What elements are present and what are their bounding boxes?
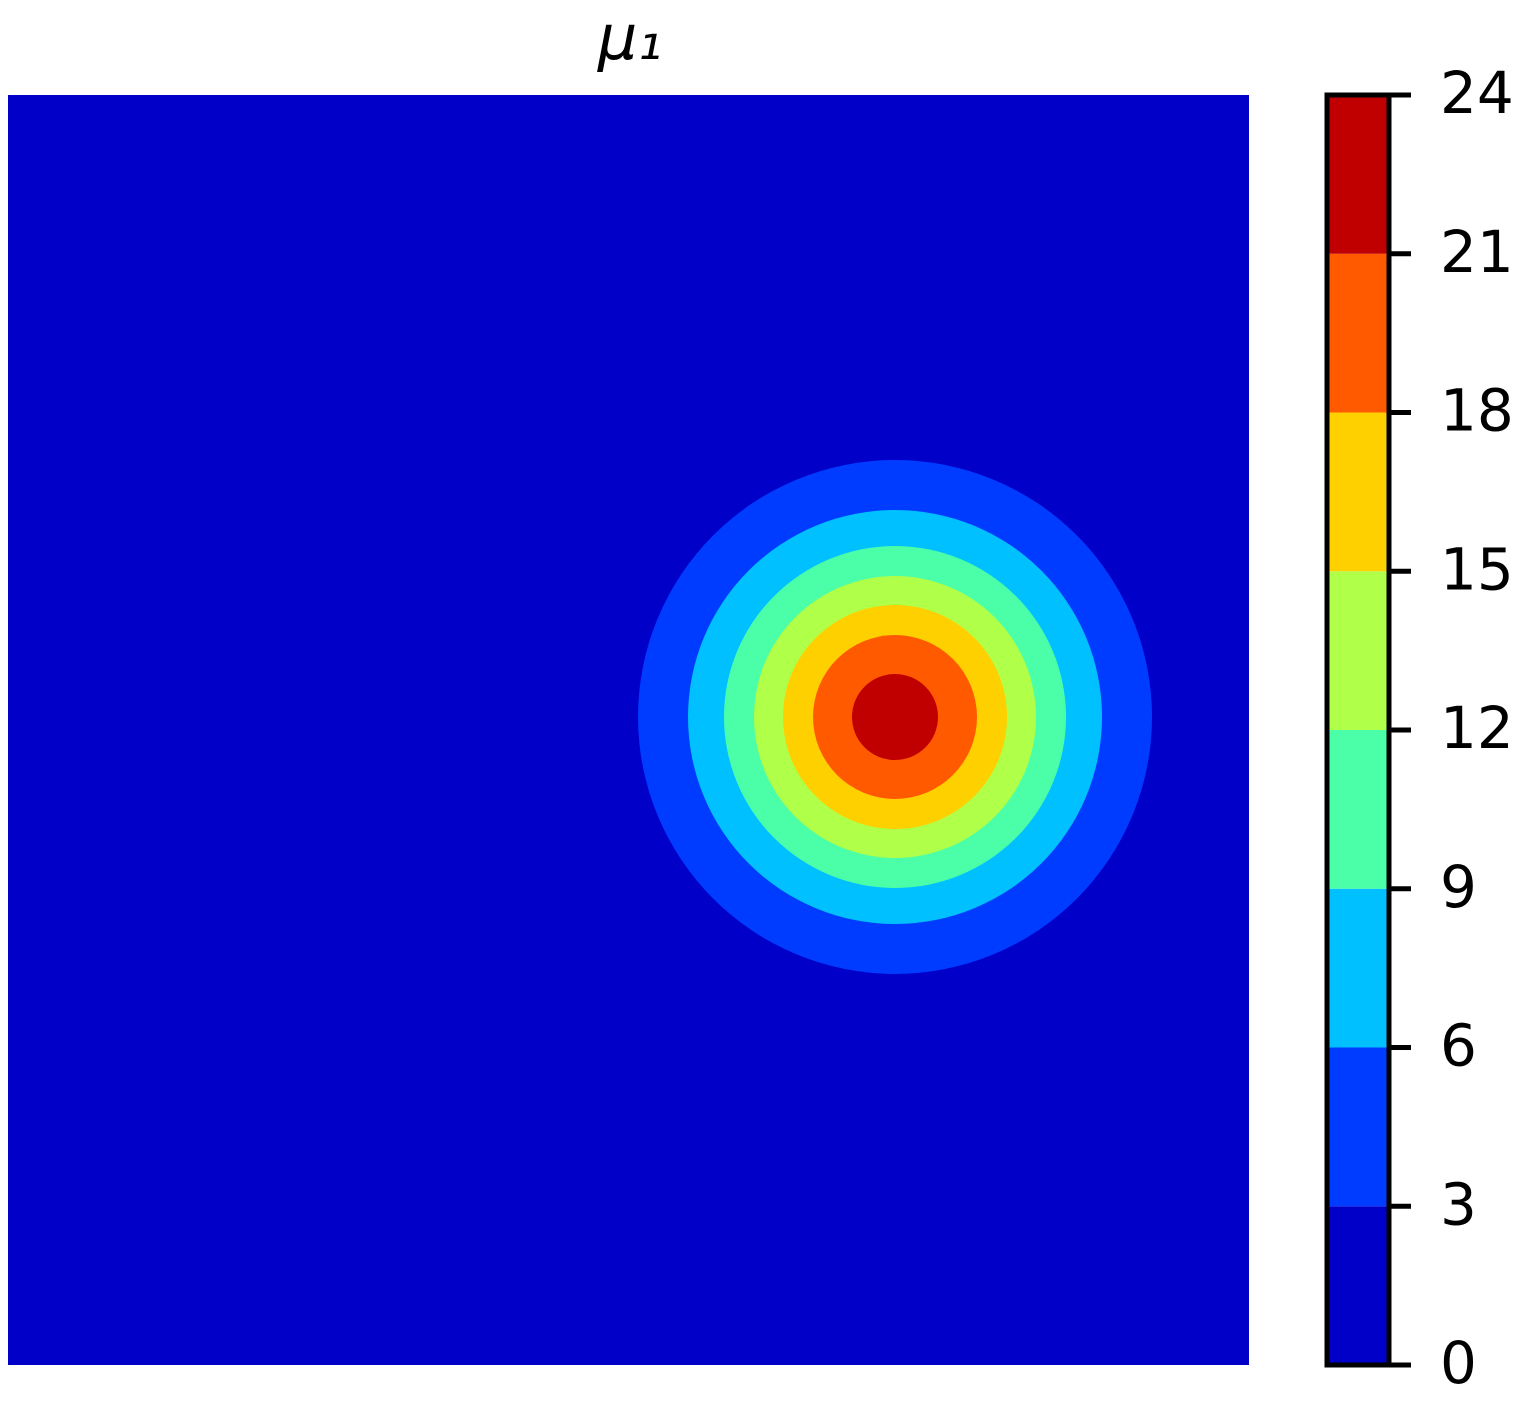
contour-band bbox=[852, 674, 938, 760]
colorbar-segment bbox=[1327, 95, 1389, 254]
colorbar-tick-label: 3 bbox=[1440, 1170, 1477, 1238]
colorbar-tick-label: 6 bbox=[1440, 1012, 1477, 1080]
colorbar-segment bbox=[1327, 1047, 1389, 1207]
colorbar-tick-label: 18 bbox=[1440, 377, 1514, 445]
colorbar-segment bbox=[1327, 253, 1389, 413]
chart-title: μ₁ bbox=[597, 1, 662, 74]
colorbar-tick-label: 0 bbox=[1440, 1329, 1477, 1397]
colorbar-segment bbox=[1327, 730, 1389, 889]
colorbar-tick-label: 21 bbox=[1440, 218, 1514, 286]
colorbar-segment bbox=[1327, 1206, 1389, 1365]
colorbar-tick-label: 24 bbox=[1440, 59, 1514, 127]
colorbar-tick-label: 12 bbox=[1440, 694, 1514, 762]
colorbar-segment bbox=[1327, 412, 1389, 572]
colorbar-tick-label: 9 bbox=[1440, 853, 1477, 921]
colorbar-segment bbox=[1327, 571, 1389, 730]
colorbar-segment bbox=[1327, 888, 1389, 1048]
colorbar-tick-label: 15 bbox=[1440, 535, 1514, 603]
